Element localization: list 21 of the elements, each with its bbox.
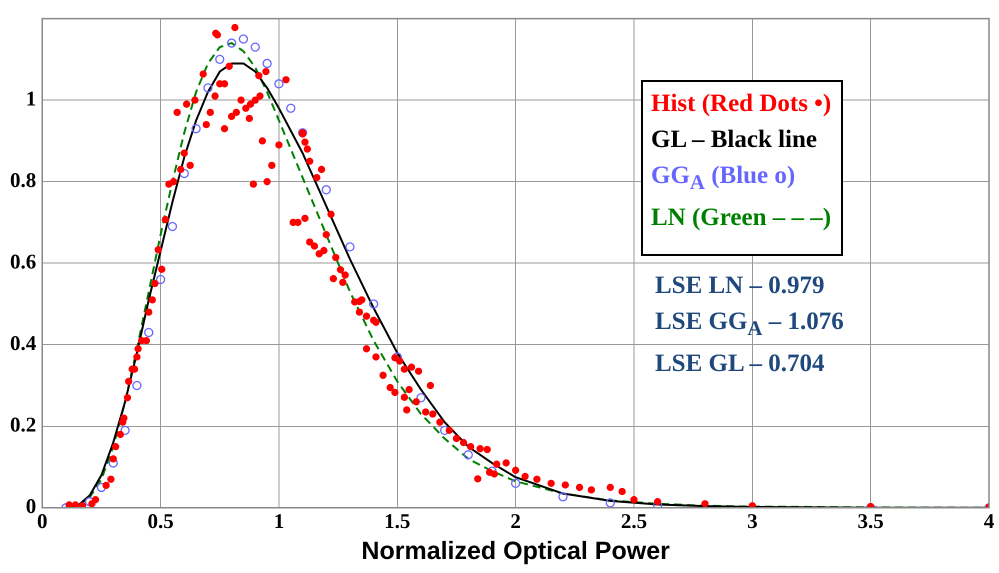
annotation: LSE GG$_{A}$ – 1.076 (655, 307, 844, 342)
y-tick-label: 0.4 (10, 331, 37, 356)
x-tick-label: 3 (747, 508, 758, 533)
text: LN (Green – – –) (651, 203, 832, 233)
text: GG$_{A}$ (Blue o) (651, 161, 796, 196)
y-tick-label: 1 (26, 86, 36, 111)
text: GL – Black line (651, 125, 818, 155)
x-tick-label: 2.5 (620, 508, 648, 533)
x-tick-label: 2 (510, 508, 521, 533)
x-tick-label: 0.5 (147, 508, 174, 533)
x-axis-title: Normalized Optical Power (361, 536, 670, 565)
x-tick-label: 1.5 (384, 508, 410, 533)
x-tick-label: 1 (274, 508, 284, 533)
annotation: LSE GL – 0.704 (655, 349, 826, 379)
x-tick-label: 3.5 (858, 508, 884, 533)
annotation: LSE LN – 0.979 (655, 271, 826, 301)
y-tick-label: 0.8 (10, 168, 36, 192)
y-tick-label: 0.6 (10, 250, 36, 274)
y-tick-label: 0.2 (10, 412, 36, 437)
text: Hist (Red Dots •) (651, 89, 832, 119)
x-tick-label: 4 (984, 508, 995, 533)
